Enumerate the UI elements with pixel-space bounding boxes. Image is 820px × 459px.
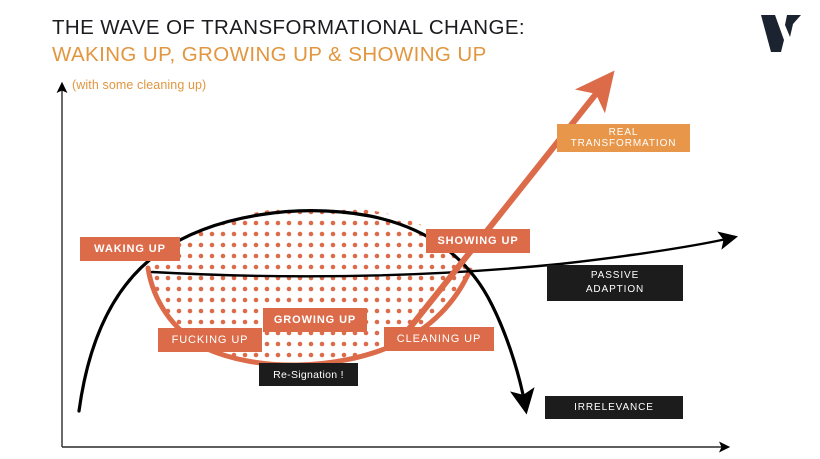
label-real-transformation[interactable]: REAL TRANSFORMATION (557, 124, 690, 152)
title-block: THE WAVE OF TRANSFORMATIONAL CHANGE: WAK… (52, 14, 692, 68)
vertical-v-logo-icon (760, 12, 802, 52)
page-title-line2: WAKING UP, GROWING UP & SHOWING UP (52, 43, 487, 66)
label-showing-up[interactable]: SHOWING UP (426, 229, 530, 253)
page-subtitle: (with some cleaning up) (72, 78, 207, 92)
label-passive-adaption[interactable]: PASSIVE ADAPTION (547, 265, 683, 301)
the-wave-black-curve (77, 209, 535, 415)
label-irrelevance[interactable]: IRRELEVANCE (545, 396, 683, 419)
label-cleaning-up[interactable]: CLEANING UP (384, 327, 494, 351)
label-waking-up[interactable]: WAKING UP (80, 237, 180, 261)
label-resignation[interactable]: Re-Signation ! (259, 363, 358, 386)
label-growing-up[interactable]: GROWING UP (263, 308, 367, 332)
page-title-line1: THE WAVE OF TRANSFORMATIONAL CHANGE: (52, 16, 526, 39)
passive-adaption-line (150, 231, 739, 278)
label-fucking-up[interactable]: FUCKING UP (158, 328, 262, 352)
